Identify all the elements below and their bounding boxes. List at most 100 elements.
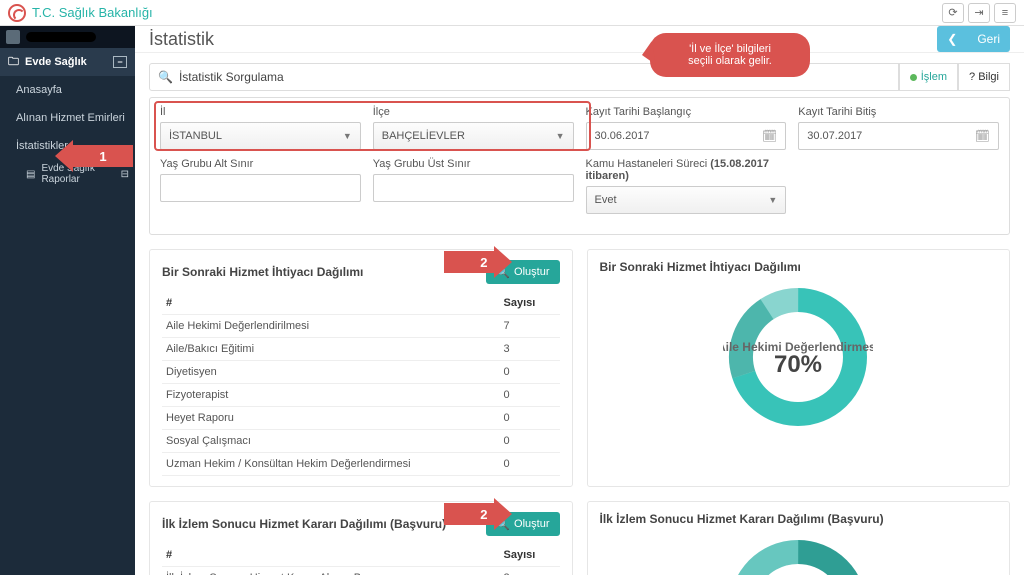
card-title: İlk İzlem Sonucu Hizmet Kararı Dağılımı … xyxy=(162,517,446,531)
filter-panel: İl İSTANBUL ▼ İlçe BAHÇELİEVLER ▼ xyxy=(149,97,1010,235)
field-label: Kayıt Tarihi Bitiş xyxy=(798,106,999,118)
table-row: Aile/Bakıcı Eğitimi3 xyxy=(162,338,560,361)
card-izlem-chart: İlk İzlem Sonucu Hizmet Kararı Dağılımı … xyxy=(587,501,1011,575)
input-baslangic[interactable]: 30.06.2017 🗓 xyxy=(586,122,787,150)
input-ust-sinir[interactable] xyxy=(373,174,574,202)
sidebar-section-evde-saglik[interactable]: 🗀 Evde Sağlık − xyxy=(0,48,135,76)
field-bitis: Kayıt Tarihi Bitiş 30.07.2017 🗓 xyxy=(798,106,999,150)
cards-row-2: İlk İzlem Sonucu Hizmet Kararı Dağılımı … xyxy=(149,501,1010,575)
field-alt-sinir: Yaş Grubu Alt Sınır xyxy=(160,158,361,214)
tab-label: ? Bilgi xyxy=(969,71,999,83)
annotation-arrow-2b: 2 xyxy=(444,498,512,530)
collapse-icon[interactable]: − xyxy=(113,56,127,68)
table-izlem: # Sayısı İlk İzlem Sonucu Hizmet Kararı … xyxy=(162,544,560,575)
page-header: İstatistik ❮ Geri xyxy=(135,26,1024,53)
select-ilce[interactable]: BAHÇELİEVLER ▼ xyxy=(373,122,574,150)
chevron-down-icon: ▼ xyxy=(768,195,777,205)
user-row[interactable] xyxy=(0,26,135,48)
select-il[interactable]: İSTANBUL ▼ xyxy=(160,122,361,150)
sidebar-item-label: Anasayfa xyxy=(16,84,62,96)
arrow-number: 2 xyxy=(444,251,494,273)
calendar-icon: 🗓 xyxy=(762,129,777,143)
status-dot-icon xyxy=(910,74,917,81)
search-row: 🔍 İşlem ? Bilgi xyxy=(149,63,1010,91)
table-row: Heyet Raporu0 xyxy=(162,407,560,430)
table-row: İlk İzlem Sonucu Hizmet Kararı Alınan Ba… xyxy=(162,567,560,575)
main: İstatistik ❮ Geri 🔍 İşlem ? Bilgi xyxy=(135,26,1024,575)
sidebar-item-label: Alınan Hizmet Emirleri xyxy=(16,112,125,124)
input-value: 30.07.2017 xyxy=(807,130,862,142)
field-label: Kayıt Tarihi Başlangıç xyxy=(586,106,787,118)
sidebar: 🗀 Evde Sağlık − Anasayfa Alınan Hizmet E… xyxy=(0,26,135,575)
sidebar-item-anasayfa[interactable]: Anasayfa xyxy=(0,76,135,104)
sidebar-section-label: Evde Sağlık xyxy=(25,56,87,68)
avatar-icon xyxy=(6,30,20,44)
list-icon: ▤ xyxy=(26,169,35,180)
exit-icon[interactable]: ⇥ xyxy=(968,3,990,23)
input-value: 30.06.2017 xyxy=(595,130,650,142)
sidebar-item-alinan-hizmet[interactable]: Alınan Hizmet Emirleri xyxy=(0,104,135,132)
chevron-down-icon: ▼ xyxy=(343,131,352,141)
table-row: Fizyoterapist0 xyxy=(162,384,560,407)
card-ihtiyac-table: Bir Sonraki Hizmet İhtiyacı Dağılımı 🔍 O… xyxy=(149,249,573,487)
col-hash: # xyxy=(162,292,500,315)
field-ilce: İlçe BAHÇELİEVLER ▼ xyxy=(373,106,574,150)
chevron-down-icon: ▼ xyxy=(556,131,565,141)
field-baslangic: Kayıt Tarihi Başlangıç 30.06.2017 🗓 xyxy=(586,106,787,150)
content: 🔍 İşlem ? Bilgi İl İSTANBUL xyxy=(135,53,1024,575)
field-label: Yaş Grubu Üst Sınır xyxy=(373,158,574,170)
donut-chart-1: Aile Hekimi Değerlendirmesi 70% xyxy=(600,282,998,432)
callout-line2: seçili olarak gelir. xyxy=(668,55,792,67)
page-title: İstatistik xyxy=(149,29,214,50)
refresh-icon[interactable]: ⟳ xyxy=(942,3,964,23)
select-kamu[interactable]: Evet ▼ xyxy=(586,186,787,214)
table-row: Aile Hekimi Değerlendirilmesi7 xyxy=(162,315,560,338)
card-title: İlk İzlem Sonucu Hizmet Kararı Dağılımı … xyxy=(600,512,884,526)
field-ust-sinir: Yaş Grubu Üst Sınır xyxy=(373,158,574,214)
back-icon-button[interactable]: ❮ xyxy=(937,26,967,52)
arrow-number: 2 xyxy=(444,503,494,525)
field-label: Yaş Grubu Alt Sınır xyxy=(160,158,361,170)
select-value: BAHÇELİEVLER xyxy=(382,130,465,142)
back-button[interactable]: Geri xyxy=(967,26,1010,52)
field-label: İl xyxy=(160,106,361,118)
search-icon: 🔍 xyxy=(158,70,173,84)
user-name-redacted xyxy=(26,32,96,42)
input-bitis[interactable]: 30.07.2017 🗓 xyxy=(798,122,999,150)
table-row: Diyetisyen0 xyxy=(162,361,560,384)
field-label: Kamu Hastaneleri Süreci (15.08.2017 itib… xyxy=(586,158,787,182)
col-count: Sayısı xyxy=(500,292,560,315)
calendar-icon: 🗓 xyxy=(975,129,990,143)
svg-text:70%: 70% xyxy=(774,351,822,378)
annotation-arrow-1: 1 xyxy=(55,140,133,172)
table-ihtiyac: # Sayısı Aile Hekimi Değerlendirilmesi7A… xyxy=(162,292,560,476)
folder-icon: 🗀 xyxy=(8,53,19,72)
field-il: İl İSTANBUL ▼ xyxy=(160,106,361,150)
menu-icon[interactable]: ≡ xyxy=(994,3,1016,23)
card-izlem-table: İlk İzlem Sonucu Hizmet Kararı Dağılımı … xyxy=(149,501,573,575)
select-value: Evet xyxy=(595,194,617,206)
arrow-number: 1 xyxy=(73,145,133,167)
input-alt-sinir[interactable] xyxy=(160,174,361,202)
tab-bilgi[interactable]: ? Bilgi xyxy=(958,63,1010,91)
field-label: İlçe xyxy=(373,106,574,118)
card-ihtiyac-chart: Bir Sonraki Hizmet İhtiyacı Dağılımı Ail… xyxy=(587,249,1011,487)
annotation-arrow-2a: 2 xyxy=(444,246,512,278)
tab-label: İşlem xyxy=(921,71,947,83)
annotation-callout: 'İl ve İlçe' bilgileri seçili olarak gel… xyxy=(650,33,810,77)
col-hash: # xyxy=(162,544,500,567)
card-title: Bir Sonraki Hizmet İhtiyacı Dağılımı xyxy=(162,265,363,279)
tab-islem[interactable]: İşlem xyxy=(899,63,958,91)
callout-line1: 'İl ve İlçe' bilgileri xyxy=(668,43,792,55)
col-count: Sayısı xyxy=(500,544,560,567)
table-row: Sosyal Çalışmacı0 xyxy=(162,430,560,453)
table-row: Uzman Hekim / Konsültan Hekim Değerlendi… xyxy=(162,453,560,476)
select-value: İSTANBUL xyxy=(169,130,222,142)
top-icons: ⟳ ⇥ ≡ xyxy=(942,3,1016,23)
donut-chart-2: Hizmet Kararı Alınan 67% xyxy=(600,534,998,575)
field-kamu: Kamu Hastaneleri Süreci (15.08.2017 itib… xyxy=(586,158,787,214)
button-label: Oluştur xyxy=(514,518,549,530)
back-button-group: ❮ Geri xyxy=(937,26,1010,52)
cards-row-1: Bir Sonraki Hizmet İhtiyacı Dağılımı 🔍 O… xyxy=(149,249,1010,487)
brand-logo-icon xyxy=(8,4,26,22)
